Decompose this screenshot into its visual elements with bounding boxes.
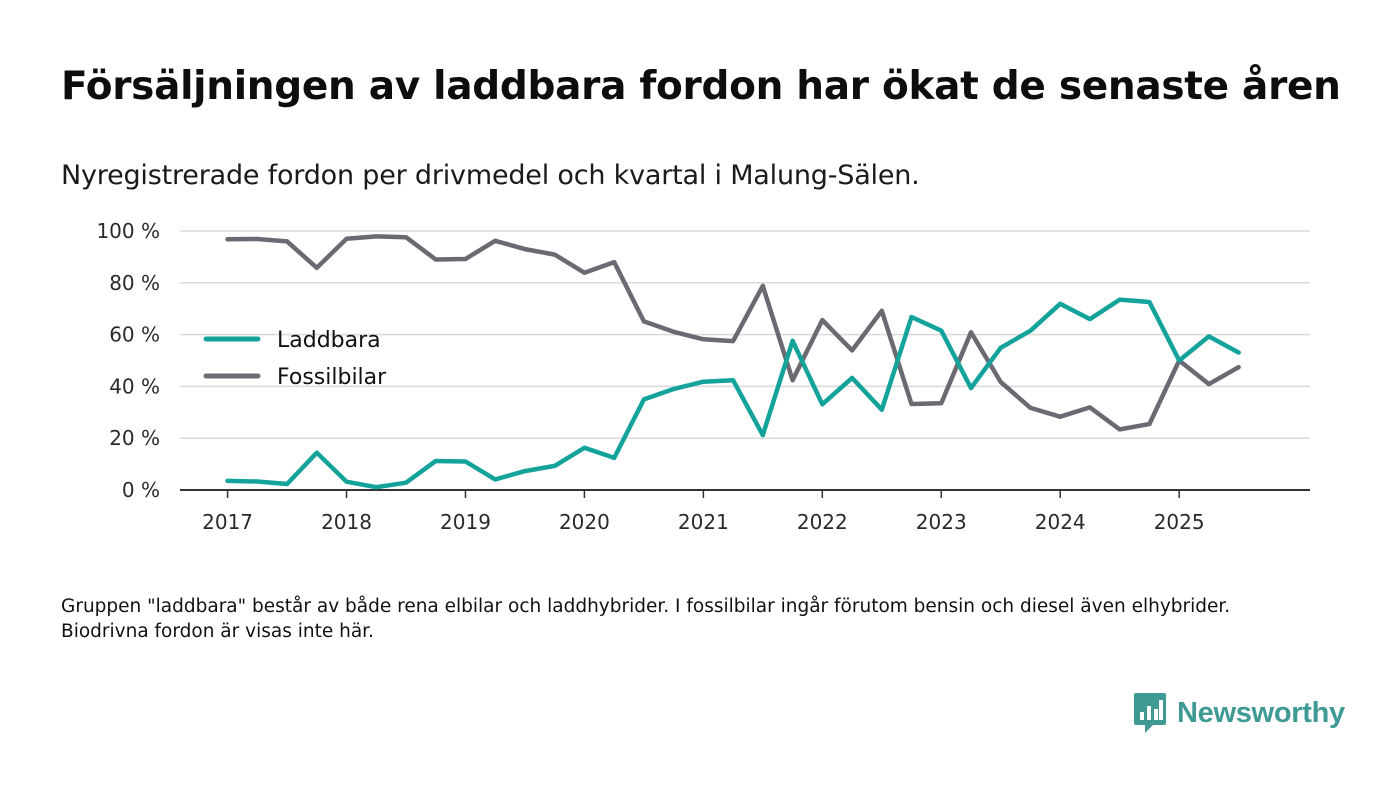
data-point-laddbara (790, 338, 795, 343)
data-point-fossilbilar (790, 378, 795, 383)
y-tick-label: 40 % (109, 374, 160, 398)
data-point-fossilbilar (1147, 421, 1152, 426)
data-point-laddbara (701, 379, 706, 384)
data-point-fossilbilar (969, 330, 973, 335)
data-point-fossilbilar (879, 308, 884, 313)
data-point-fossilbilar (1058, 414, 1063, 419)
data-point-fossilbilar (463, 256, 468, 261)
data-point-laddbara (760, 433, 765, 438)
data-point-laddbara (433, 458, 438, 463)
x-tick-label: 2019 (440, 510, 491, 534)
data-point-fossilbilar (582, 270, 587, 275)
data-point-laddbara (1058, 301, 1063, 306)
x-tick-label: 2020 (559, 510, 610, 534)
data-point-laddbara (582, 445, 587, 450)
data-point-fossilbilar (374, 234, 379, 239)
data-point-fossilbilar (552, 252, 557, 257)
x-tick-label: 2021 (678, 510, 729, 534)
data-point-laddbara (612, 455, 617, 460)
data-point-laddbara (314, 450, 319, 455)
x-tick-label: 2022 (797, 510, 848, 534)
data-point-laddbara (909, 314, 914, 319)
y-tick-label: 0 % (122, 478, 160, 502)
data-point-fossilbilar (1028, 405, 1033, 410)
footnote: Gruppen "laddbara" består av både rena e… (61, 596, 1231, 642)
data-point-laddbara (998, 345, 1003, 350)
data-point-fossilbilar (671, 329, 676, 334)
x-tick-label: 2025 (1154, 510, 1205, 534)
brand-name: Newsworthy (1177, 696, 1345, 729)
data-point-fossilbilar (1236, 365, 1241, 370)
data-point-fossilbilar (1206, 382, 1211, 387)
data-point-laddbara (671, 386, 676, 391)
data-point-laddbara (641, 397, 646, 402)
data-point-laddbara (1177, 358, 1182, 363)
data-point-fossilbilar (850, 348, 855, 353)
data-point-fossilbilar (433, 257, 438, 262)
data-point-laddbara (1028, 328, 1033, 333)
data-point-fossilbilar (701, 337, 706, 342)
data-point-fossilbilar (998, 379, 1003, 384)
series-lines (225, 234, 1241, 490)
legend-label-fossilbilar: Fossilbilar (277, 365, 387, 390)
data-point-laddbara (344, 479, 349, 484)
x-tick-label: 2018 (321, 510, 372, 534)
data-point-laddbara (850, 375, 855, 380)
data-point-fossilbilar (493, 238, 498, 243)
line-chart: 0 % 20 % 40 % 60 % 80 % 100 % 2017 2018 2019 202… (96, 219, 1310, 534)
data-point-laddbara (969, 385, 973, 390)
x-tick-label: 2023 (916, 510, 967, 534)
data-point-laddbara (939, 328, 944, 333)
data-point-laddbara (404, 480, 408, 485)
data-point-laddbara (1117, 297, 1122, 302)
data-point-laddbara (1206, 334, 1211, 339)
data-point-laddbara (879, 407, 884, 412)
y-tick-label: 80 % (109, 271, 160, 295)
data-point-fossilbilar (255, 237, 260, 242)
y-tick-label: 100 % (96, 219, 160, 243)
data-point-fossilbilar (404, 235, 408, 240)
data-point-fossilbilar (939, 401, 944, 406)
y-axis-tick-labels: 0 % 20 % 40 % 60 % 80 % 100 % (96, 219, 160, 502)
data-point-fossilbilar (285, 239, 290, 244)
chart-title: Försäljningen av laddbara fordon har öka… (61, 64, 1341, 109)
data-point-fossilbilar (1087, 405, 1092, 410)
data-point-fossilbilar (612, 260, 617, 265)
data-point-fossilbilar (522, 247, 527, 252)
data-point-laddbara (522, 469, 527, 474)
data-point-laddbara (731, 378, 736, 383)
data-point-laddbara (255, 479, 260, 484)
chart-subtitle: Nyregistrerade fordon per drivmedel och … (61, 160, 920, 191)
bar-chart-speech-bubble-icon (1134, 693, 1166, 733)
data-point-laddbara (463, 459, 468, 464)
gridlines (180, 230, 1310, 439)
data-point-fossilbilar (760, 283, 765, 288)
x-tick-label: 2024 (1035, 510, 1086, 534)
data-point-laddbara (1147, 299, 1152, 304)
x-axis: 2017 2018 2019 2020 2021 2022 2023 2024 2025 (202, 490, 1205, 534)
data-point-fossilbilar (1117, 427, 1122, 432)
brand-logo[interactable]: Newsworthy (1133, 692, 1345, 734)
data-point-fossilbilar (731, 339, 736, 344)
y-tick-label: 20 % (109, 426, 160, 450)
data-point-fossilbilar (820, 318, 825, 323)
data-point-laddbara (285, 482, 290, 487)
data-point-fossilbilar (225, 237, 230, 242)
data-point-laddbara (1236, 350, 1241, 355)
data-point-laddbara (374, 485, 379, 490)
data-point-fossilbilar (641, 319, 646, 324)
data-point-laddbara (225, 478, 230, 483)
data-point-fossilbilar (344, 236, 349, 241)
legend: Laddbara Fossilbilar (203, 328, 387, 390)
data-point-fossilbilar (314, 265, 319, 270)
x-tick-label: 2017 (202, 510, 253, 534)
data-point-laddbara (1087, 317, 1092, 322)
data-point-laddbara (493, 477, 498, 482)
data-point-laddbara (552, 463, 557, 468)
legend-label-laddbara: Laddbara (277, 328, 381, 353)
data-point-laddbara (820, 402, 825, 407)
y-tick-label: 60 % (109, 323, 160, 347)
data-point-fossilbilar (909, 402, 914, 407)
